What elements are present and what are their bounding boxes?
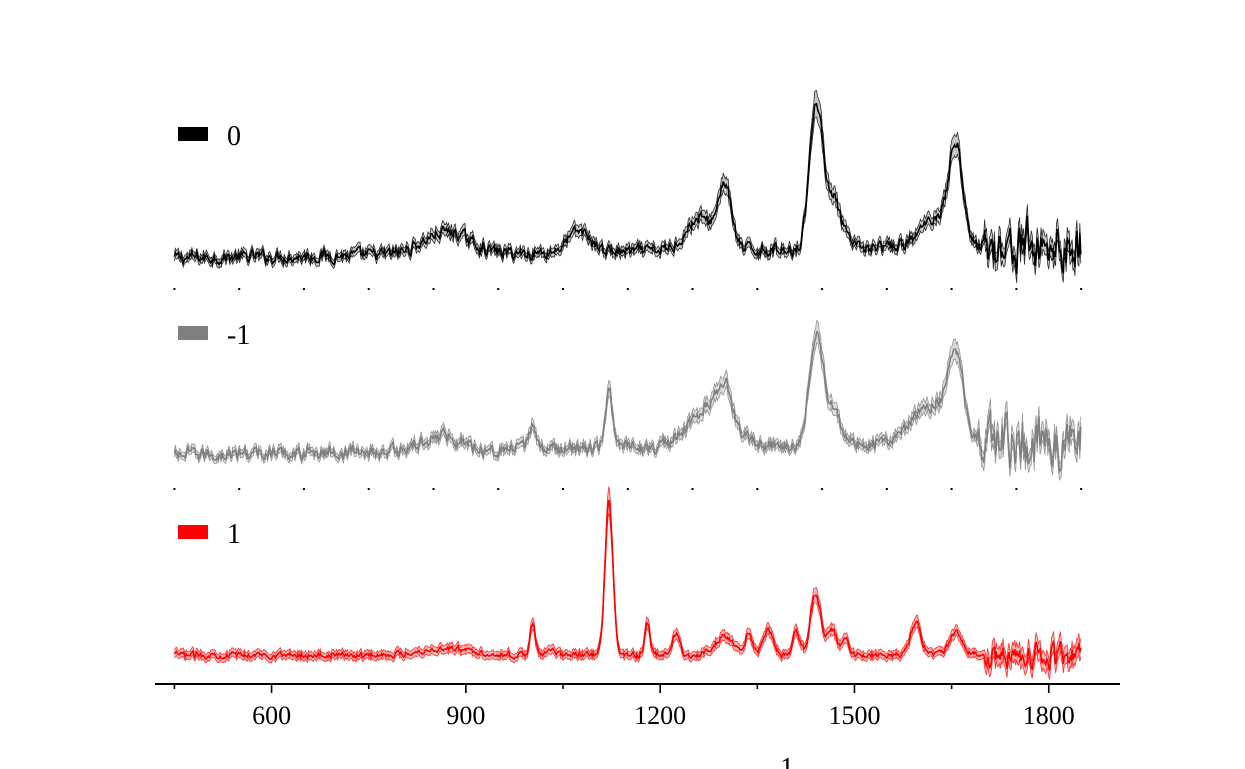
panel-separator-tick [432, 488, 435, 490]
legend-label-0: 0 [227, 121, 241, 152]
panel-separator-tick [497, 288, 500, 290]
panel-separator-tick [821, 288, 824, 290]
panel-separator-tick [691, 488, 694, 490]
panel-separator-tick [367, 488, 370, 490]
panel-separator-tick [562, 288, 565, 290]
panel-separator-tick [950, 488, 953, 490]
panel-separator-tick [562, 488, 565, 490]
panel-separator-tick [238, 288, 241, 290]
panel-separator-tick [173, 488, 176, 490]
legend-swatch-2 [178, 525, 208, 539]
panel-separator-tick [756, 488, 759, 490]
series-lower-edge-1 [174, 342, 1082, 481]
panels-group: 0 -1 1 [173, 89, 1083, 680]
x-tick-label: 1200 [634, 701, 686, 730]
legend-swatch-1 [178, 326, 208, 340]
x-axis-title: 1 [780, 753, 794, 769]
series-upper-edge-0 [174, 89, 1082, 266]
series-line-0 [173, 102, 1082, 275]
panel-separator-tick [367, 288, 370, 290]
panel-separator-tick [885, 488, 888, 490]
x-tick-label: 1500 [828, 701, 880, 730]
series-line-1 [173, 330, 1082, 474]
panel-separator-tick [497, 488, 500, 490]
panel-separator-tick [885, 288, 888, 290]
panel-0: 0 [173, 89, 1083, 290]
panel-separator-tick [626, 288, 629, 290]
panel-separator-tick [173, 288, 176, 290]
panel-separator-tick [1080, 288, 1083, 290]
panel-separator-tick [950, 288, 953, 290]
legend-label-2: 1 [227, 519, 241, 550]
series-band-2 [174, 486, 1081, 680]
x-axis: 600 900 1200 1500 1800 1 [155, 683, 1120, 769]
series-line-2 [173, 499, 1082, 671]
x-tick-label: 600 [252, 701, 291, 730]
x-tick-label: 1800 [1023, 701, 1075, 730]
panel-1: -1 [173, 320, 1083, 490]
series-band-0 [174, 90, 1081, 284]
panel-separator-tick [626, 488, 629, 490]
panel-separator-tick [1015, 288, 1018, 290]
panel-separator-tick [432, 288, 435, 290]
series-lower-edge-0 [174, 116, 1082, 284]
panel-separator-tick [1080, 488, 1083, 490]
series-upper-edge-2 [174, 486, 1082, 663]
x-axis-ticks [173, 684, 1050, 693]
panel-separator-tick [238, 488, 241, 490]
panel-separator-tick [756, 288, 759, 290]
legend-label-1: -1 [227, 320, 250, 351]
panel-separator-tick [1015, 488, 1018, 490]
x-axis-tick-labels: 600 900 1200 1500 1800 [252, 701, 1075, 730]
series-lower-edge-2 [174, 513, 1082, 680]
panel-2: 1 [173, 486, 1082, 680]
panel-separator-tick [691, 288, 694, 290]
series-upper-edge-1 [174, 320, 1082, 465]
panel-separator-tick [302, 488, 305, 490]
legend-swatch-0 [178, 127, 208, 141]
panel-separator-tick [302, 288, 305, 290]
x-tick-label: 900 [446, 701, 485, 730]
panel-separator-tick [821, 488, 824, 490]
